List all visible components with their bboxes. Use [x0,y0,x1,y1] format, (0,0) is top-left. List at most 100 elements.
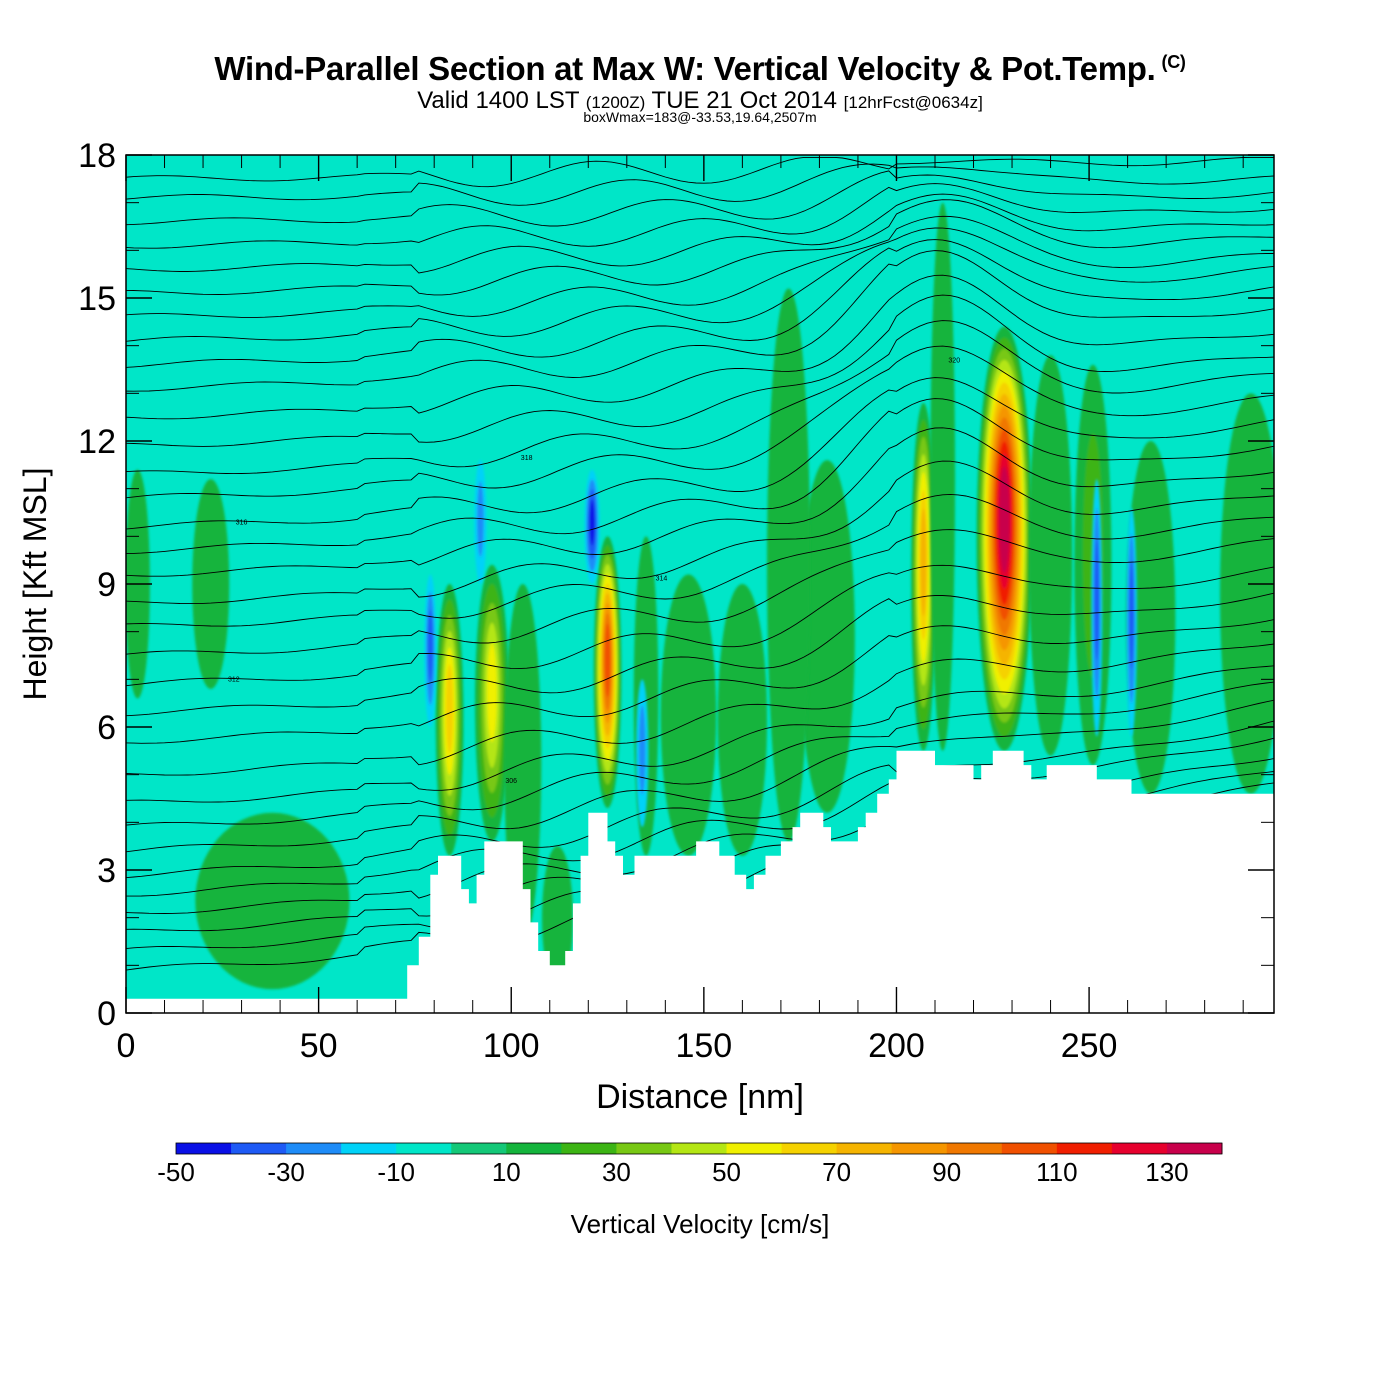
colorbar-tick-label: 130 [1145,1157,1188,1187]
colorbar-swatch [561,1143,617,1154]
updraft-band [1028,355,1073,756]
isentrope-line [126,320,1274,475]
isentrope-label: 320 [948,357,960,364]
downdraft-core-2 [584,469,600,584]
chart-subtitle: Valid 1400 LST (1200Z) TUE 21 Oct 2014 [… [0,87,1400,115]
isentrope-label: 306 [505,778,517,785]
x-tick-label: 150 [675,1027,732,1065]
boxwmax-caption: boxWmax=183@-33.53,19.64,2507m [583,109,817,125]
downdraft-band [638,704,646,795]
colorbar-swatch [1111,1143,1168,1154]
chart-title: Wind-Parallel Section at Max W: Vertical… [0,50,1400,88]
isentrope-line [126,239,1274,368]
x-tick-label: 0 [117,1027,136,1065]
downdraft-core-1 [474,460,487,584]
x-axis-label: Distance [nm] [596,1078,804,1116]
downdraft-band [477,481,484,557]
updraft-band [1126,440,1176,794]
colorbar-tick-label: 10 [492,1157,521,1187]
isentrope-line [126,592,1274,717]
colorbar-swatch [506,1143,562,1154]
downdraft-core-3 [636,679,649,828]
updraft-band [192,479,230,689]
isentrope-line [126,215,1274,318]
downdraft-band [427,609,433,682]
isentrope-line [126,183,1274,249]
colorbar: -50 -30 -10 10 30 50 70 90 110 130 [157,1142,1223,1187]
y-tick-label: 18 [78,137,116,175]
valid-prefix: Valid 1400 LST [417,87,580,114]
downdraft-core-6 [1125,507,1138,737]
colorbar-swatch [616,1143,672,1154]
isentrope-line [126,345,1274,499]
isentrope-line [126,193,1274,274]
colorbar-tick-label: 50 [712,1157,741,1187]
colorbar-tick-label: -30 [267,1157,305,1187]
isentrope-line [126,665,1274,803]
colorbar-label: Vertical Velocity [cm/s] [571,1209,830,1239]
isentrope-line [126,227,1274,342]
updraft-core-6 [717,584,768,856]
colorbar-swatch [1166,1143,1223,1154]
valid-utc: (1200Z) [585,93,646,112]
isentrope-label: 314 [656,575,668,582]
x-tick-label: 250 [1061,1027,1118,1065]
x-tick-label: 200 [868,1027,925,1065]
updraft-core-10 [1126,440,1176,794]
isentrope-line [126,156,1274,188]
colorbar-swatch [726,1143,783,1154]
y-tick-label: 15 [78,280,116,318]
isentrope-line [126,170,1274,227]
updraft-band [930,202,956,751]
updraft-band [767,288,811,842]
downdraft-core-5 [1091,479,1103,737]
colorbar-swatch [451,1143,507,1154]
isentrope-label: 318 [521,455,533,462]
updraft-core-13 [192,479,230,689]
isentrope-line [126,529,1274,655]
isentrope-line [126,398,1274,554]
isentrope-line [126,699,1274,853]
isentrope-line [126,681,1274,826]
updraft-band [660,574,717,856]
downdraft-band [589,499,595,546]
colorbar-swatch [1056,1143,1113,1154]
downdraft-core-0 [424,574,437,727]
colorbar-swatch [176,1143,232,1154]
isentrope-line [126,460,1274,605]
axes: 0 50 100 150 200 250 0 3 6 9 12 15 18 [78,137,1274,1065]
updraft-core-18 [930,202,956,751]
y-tick-label: 0 [97,995,116,1033]
y-axis-label: Height [Kft MSL] [17,468,53,701]
y-tick-label: 6 [97,709,116,747]
colorbar-tick-label: 90 [932,1157,961,1187]
isentrope-line [126,199,1274,296]
updraft-core-11 [1220,393,1274,794]
isentrope-line [126,274,1274,420]
valid-date: TUE 21 Oct 2014 [651,87,837,114]
colorbar-swatch [396,1143,452,1154]
updraft-core-4 [976,326,1033,751]
terrain-mask [126,750,1274,1013]
colorbar-tick-label: -50 [157,1157,195,1187]
x-tick-label: 100 [483,1027,540,1065]
isentrope-label: 312 [228,677,240,684]
colorbar-swatch [781,1143,838,1154]
isentrope-line [126,250,1274,392]
updraft-band [446,664,454,754]
colorbar-swatch [231,1143,287,1154]
isentrope-line [126,619,1274,744]
updraft-core-2 [593,536,622,809]
colorbar-tick-label: -10 [377,1157,415,1187]
colorbar-frame [175,1142,1223,1155]
colorbar-swatch [671,1143,728,1154]
colorbar-tick-label: 70 [822,1157,851,1187]
velocity-field [126,202,1274,990]
plot-area: 304306312314316318320 [125,154,1275,1014]
updraft-core-8 [1028,355,1073,756]
isentrope-line [126,163,1274,206]
colorbar-swatch [891,1143,948,1154]
colorbar-swatch [946,1143,1003,1154]
isentrope-line [126,720,1274,879]
updraft-band [799,460,855,813]
